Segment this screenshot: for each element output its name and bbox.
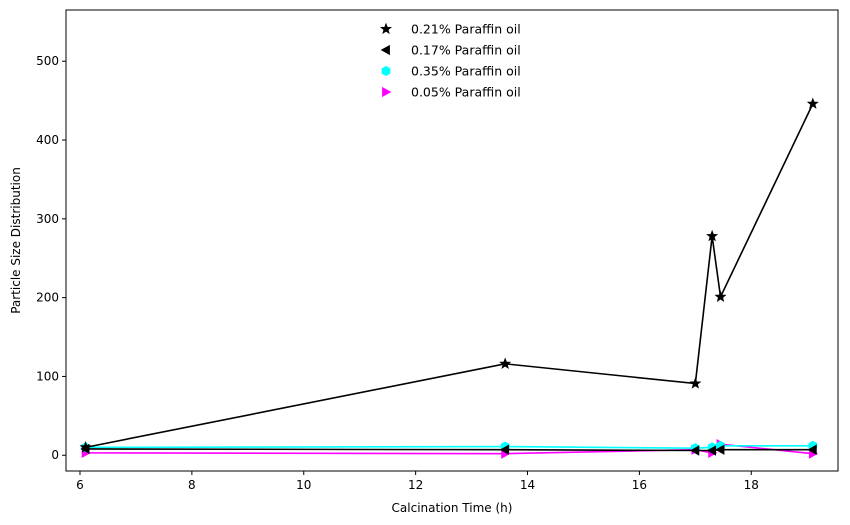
- legend-label: 0.21% Paraffin oil: [411, 22, 521, 37]
- x-tick-label: 6: [76, 478, 84, 492]
- y-axis-ticks: 0 100 200 300 400 500: [36, 54, 66, 462]
- data-point: [499, 444, 510, 455]
- x-tick-label: 12: [408, 478, 423, 492]
- series-line: [85, 448, 813, 452]
- series-0-21-paraffin-oil: [79, 97, 819, 453]
- x-tick-label: 10: [296, 478, 311, 492]
- legend-marker: [379, 22, 393, 35]
- data-point: [690, 445, 700, 456]
- data-point: [79, 441, 92, 453]
- y-tick-label: 300: [36, 212, 59, 226]
- y-tick-label: 400: [36, 133, 59, 147]
- x-tick-label: 18: [744, 478, 759, 492]
- data-point: [689, 377, 702, 389]
- data-point: [715, 444, 725, 455]
- data-point: [807, 444, 817, 455]
- y-tick-label: 0: [51, 448, 59, 462]
- plot-area: [65, 9, 839, 472]
- legend-marker: [382, 86, 392, 98]
- legend-label: 0.05% Paraffin oil: [411, 85, 521, 100]
- series-line: [85, 444, 813, 449]
- series-0-17-paraffin-oil: [80, 443, 817, 456]
- x-tick-label: 8: [188, 478, 196, 492]
- x-tick-label: 14: [520, 478, 535, 492]
- legend-marker: [381, 65, 391, 77]
- plot-frame: [65, 9, 839, 472]
- x-axis-label: Calcination Time (h): [392, 501, 513, 515]
- legend: 0.21% Paraffin oil 0.17% Paraffin oil 0.35…: [379, 22, 521, 100]
- series-layer: [79, 97, 819, 459]
- y-tick-label: 200: [36, 291, 59, 305]
- legend-label: 0.17% Paraffin oil: [411, 43, 521, 58]
- data-point: [706, 229, 719, 242]
- y-tick-label: 100: [36, 369, 59, 383]
- legend-marker: [380, 44, 390, 56]
- data-point: [806, 97, 819, 109]
- x-axis-ticks: 6 8 10 12 14 16 18: [76, 471, 759, 492]
- x-tick-label: 16: [632, 478, 647, 492]
- y-axis-label: Particle Size Distribution: [9, 167, 23, 314]
- legend-label: 0.35% Paraffin oil: [411, 64, 521, 79]
- data-point: [706, 445, 717, 456]
- data-point: [499, 357, 512, 369]
- y-tick-label: 500: [36, 54, 59, 68]
- series-line: [85, 103, 814, 449]
- data-point: [714, 290, 727, 302]
